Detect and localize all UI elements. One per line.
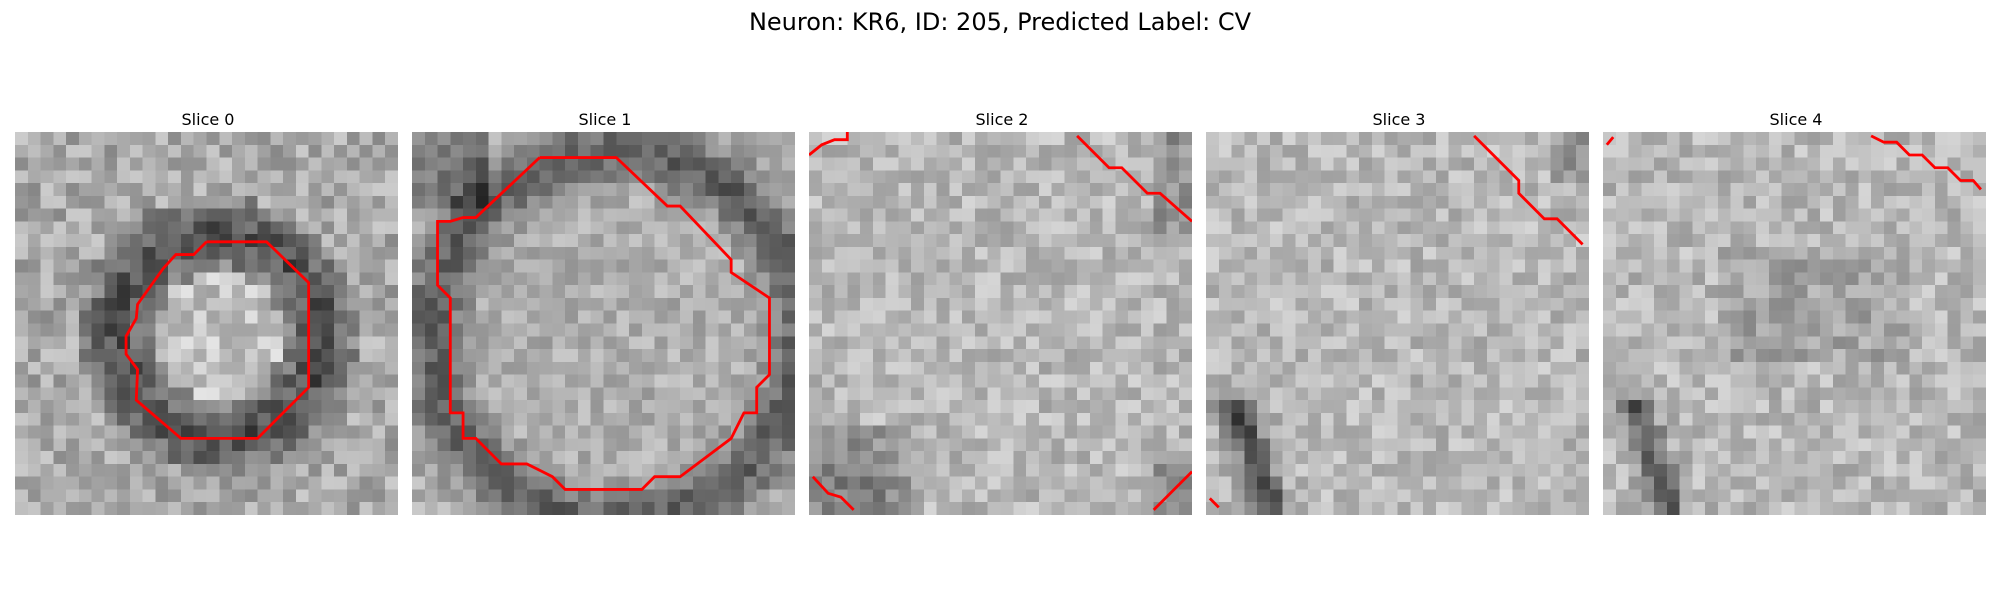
figure-title: Neuron: KR6, ID: 205, Predicted Label: C… [748,8,1252,36]
slice-image [809,132,1192,515]
contour-overlay [1605,134,1982,191]
cell-contour [809,132,849,157]
cell-contour [436,156,771,491]
cell-contour [1473,134,1584,246]
cell-contour [124,240,311,440]
slice-image [15,132,398,515]
slice-title: Slice 2 [975,110,1029,129]
slice-image [1206,132,1589,515]
cell-contour [1208,497,1220,509]
slice-panel-0: Slice 0 [15,108,401,515]
slice-panel-4: Slice 4 [1603,108,1989,515]
cell-contour [1605,136,1615,146]
slice-title: Slice 3 [1372,110,1426,129]
contour-overlay [124,240,311,440]
slice-image [1603,132,1986,515]
slice-title: Slice 1 [578,110,632,129]
slice-panel-3: Slice 3 [1206,108,1592,515]
slice-title: Slice 0 [181,110,235,129]
slice-title: Slice 4 [1769,110,1823,129]
contour-overlay [1208,134,1584,509]
slice-panel-2: Slice 2 [809,108,1195,515]
contour-overlay [436,156,771,491]
cell-contour [1870,134,1982,191]
cell-contour [811,475,855,511]
slice-panel-1: Slice 1 [412,108,798,515]
cell-contour [1076,134,1192,223]
contour-overlay [809,132,1192,511]
cell-contour [1152,470,1192,511]
slice-image [412,132,795,515]
